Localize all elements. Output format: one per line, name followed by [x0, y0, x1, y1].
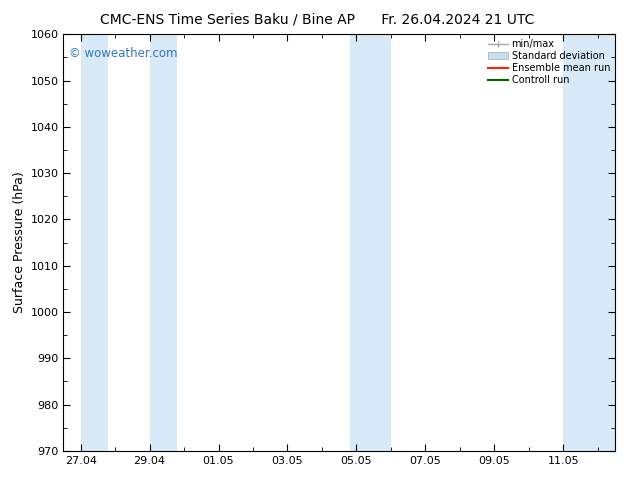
- Bar: [81, 34, 108, 451]
- Text: CMC-ENS Time Series Baku / Bine AP      Fr. 26.04.2024 21 UTC: CMC-ENS Time Series Baku / Bine AP Fr. 2…: [100, 12, 534, 26]
- Legend: min/max, Standard deviation, Ensemble mean run, Controll run: min/max, Standard deviation, Ensemble me…: [486, 36, 613, 88]
- Bar: [563, 34, 615, 451]
- Bar: [150, 34, 177, 451]
- Bar: [349, 34, 391, 451]
- Text: © woweather.com: © woweather.com: [69, 47, 178, 60]
- Y-axis label: Surface Pressure (hPa): Surface Pressure (hPa): [13, 172, 26, 314]
